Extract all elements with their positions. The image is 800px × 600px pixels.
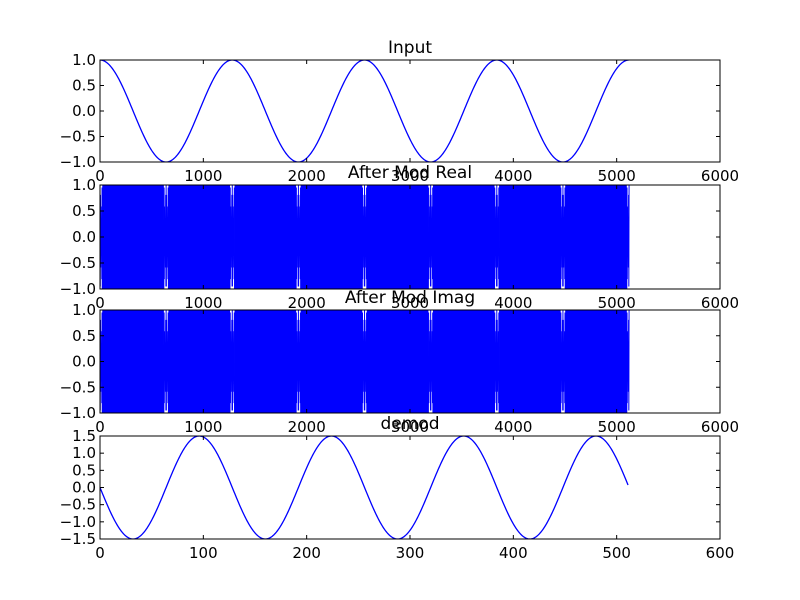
x-tick-label: 4000 [494, 167, 532, 185]
x-tick-label: 3000 [391, 418, 429, 436]
series-gap-trace [427, 310, 434, 413]
x-tick-label: 0 [95, 544, 105, 562]
series-gap-trace [494, 310, 500, 413]
series-fill-segment [300, 310, 363, 413]
y-tick-label: 1.0 [72, 176, 96, 194]
series-gap-trace [361, 185, 368, 289]
x-tick-label: 1000 [184, 294, 222, 312]
y-tick-label: 0.0 [72, 353, 96, 371]
series-fill-segment [168, 185, 230, 289]
series-gap-trace [560, 185, 566, 289]
series-fill-segment [102, 310, 164, 413]
subplot-2: 0 1000 2000 3000 4000 5000 6000 −1.0 −0.5 0.0 0.5 1… [60, 163, 740, 312]
y-tick-label: 1.0 [72, 444, 96, 462]
x-tick-label: 300 [396, 544, 425, 562]
y-tick-label: −1.0 [60, 153, 96, 171]
series-fill-segment [499, 310, 561, 413]
y-tick-label: −0.5 [60, 378, 96, 396]
x-tick-label: 0 [95, 294, 105, 312]
y-tick-label: 1.0 [72, 51, 96, 69]
y-tick-label: 1.5 [72, 427, 96, 445]
x-tick-label: 5000 [598, 418, 636, 436]
subplot-title: After Mod Imag [345, 288, 475, 308]
plot-area [100, 310, 630, 413]
series-fill-segment [366, 185, 429, 289]
y-tick-label: −1.0 [60, 513, 96, 531]
x-tick-label: 2000 [288, 167, 326, 185]
x-tick-label: 100 [189, 544, 218, 562]
x-tick-label: 3000 [391, 167, 429, 185]
subplot-1: 0 1000 2000 3000 4000 5000 6000 −1.0 −0.5 0.0 0.5 1… [60, 38, 740, 185]
series-fill-segment [499, 185, 561, 289]
series-line-1 [100, 436, 629, 539]
series-fill-segment [234, 185, 297, 289]
series-gap-trace [560, 310, 566, 413]
y-tick-label: −0.5 [60, 254, 96, 272]
series-fill-segment [102, 185, 164, 289]
y-tick-label: 0.5 [72, 202, 96, 220]
series-gap-trace [229, 310, 236, 413]
y-tick-label: −1.5 [60, 530, 96, 548]
series-fill-segment [234, 310, 297, 413]
y-tick-label: 0.5 [72, 461, 96, 479]
series-fill-segment [565, 185, 627, 289]
series-gap-trace [361, 310, 368, 413]
axes-frame [99, 435, 721, 540]
series-gap-trace [229, 185, 236, 289]
series-fill-segment [432, 310, 495, 413]
subplot-3: 0 1000 2000 3000 4000 5000 6000 −1.0 −0.5 0.0 0.5 1… [60, 288, 740, 436]
series-gap-trace [626, 185, 630, 289]
axes-frame [99, 59, 721, 163]
x-tick-label: 2000 [288, 418, 326, 436]
y-tick-label: 0.0 [72, 102, 96, 120]
y-tick-label: −1.0 [60, 404, 96, 422]
subplot-title: After Mod Real [348, 163, 472, 183]
plot-area [100, 436, 629, 539]
x-tick-label: 1000 [184, 418, 222, 436]
series-fill-segment [366, 310, 429, 413]
x-tick-label: 3000 [391, 294, 429, 312]
x-tick-label: 500 [602, 544, 631, 562]
x-tick-label: 2000 [288, 294, 326, 312]
series-line-1 [100, 60, 630, 162]
subplot-title: demod [380, 414, 439, 434]
x-tick-label: 5000 [598, 294, 636, 312]
series-gap-trace [295, 185, 302, 289]
x-tick-label: 600 [706, 544, 735, 562]
y-tick-label: 1.0 [72, 301, 96, 319]
plot-area [100, 185, 630, 289]
series-gap-trace [427, 185, 434, 289]
series-fill-segment [300, 185, 363, 289]
y-tick-label: 0.0 [72, 228, 96, 246]
x-tick-label: 0 [95, 418, 105, 436]
y-tick-label: 0.5 [72, 77, 96, 95]
series-gap-trace [295, 310, 302, 413]
x-tick-label: 4000 [494, 418, 532, 436]
x-tick-label: 4000 [494, 294, 532, 312]
subplot-title: Input [388, 38, 432, 58]
y-tick-label: −1.0 [60, 280, 96, 298]
series-fill-segment [565, 310, 627, 413]
series-gap-trace [163, 310, 169, 413]
y-tick-label: −0.5 [60, 128, 96, 146]
series-fill-segment [432, 185, 495, 289]
y-tick-label: 0.5 [72, 327, 96, 345]
subplot-4: 0 100 200 300 400 500 600 −1.5−1.0−0.50.00.51.0… [60, 414, 735, 562]
series-gap-trace [494, 185, 500, 289]
series-gap-trace [626, 310, 630, 413]
x-tick-label: 1000 [184, 167, 222, 185]
series-fill-segment [168, 310, 230, 413]
series-gap-trace [163, 185, 169, 289]
x-tick-label: 400 [499, 544, 528, 562]
y-tick-label: −0.5 [60, 496, 96, 514]
y-tick-label: 0.0 [72, 479, 96, 497]
x-tick-label: 6000 [701, 418, 739, 436]
plot-area [100, 60, 630, 162]
x-tick-label: 6000 [701, 167, 739, 185]
x-tick-label: 200 [292, 544, 321, 562]
x-tick-label: 0 [95, 167, 105, 185]
x-tick-label: 5000 [598, 167, 636, 185]
x-tick-label: 6000 [701, 294, 739, 312]
